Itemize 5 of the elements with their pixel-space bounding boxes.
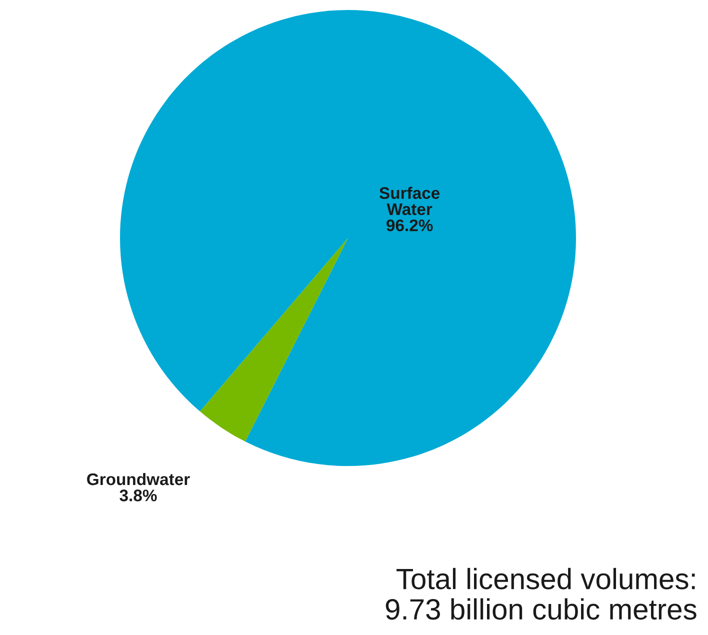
data-label: 3.8% bbox=[120, 490, 157, 502]
text: Total licensed volumes: 9.73 billion cubic metres bbox=[386, 568, 696, 620]
data-label: 96.2% bbox=[386, 219, 433, 232]
slice-label: Surface Water bbox=[379, 186, 440, 216]
slice-label: Groundwater bbox=[87, 472, 190, 486]
